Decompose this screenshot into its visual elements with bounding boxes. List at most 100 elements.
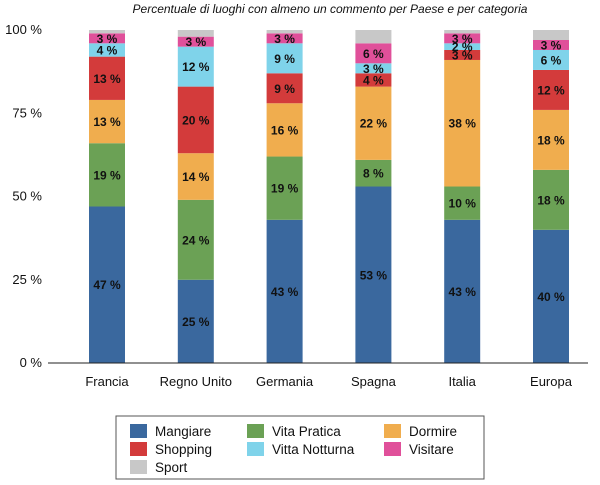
legend-label: Shopping (155, 442, 212, 457)
data-label: 53 % (360, 268, 388, 282)
bar-segment (444, 186, 481, 220)
bar-segment (355, 43, 392, 64)
chart-title: Percentuale di luoghi con almeno un comm… (133, 2, 528, 16)
data-label: 9 % (274, 52, 295, 66)
bar-group: 43 % 10 % 38 % 3 %2 %3 % (444, 30, 481, 363)
x-tick-label: Spagna (351, 374, 397, 389)
legend-label: Mangiare (155, 424, 211, 439)
bar-segment (177, 153, 214, 200)
legend: Mangiare Vita Pratica Dormire Shopping Vitta… (115, 415, 485, 480)
bar-segment (266, 30, 303, 34)
bar-segment (177, 86, 214, 154)
bar-segment (89, 43, 125, 57)
bar-segment (355, 30, 392, 44)
bar-group: 25 % 24 % 14 % 20 % 12 % 3 % (177, 30, 214, 363)
legend-swatch (384, 424, 401, 438)
data-label: 4 % (363, 73, 384, 87)
data-label: 14 % (182, 170, 210, 184)
data-label: 19 % (271, 182, 299, 196)
bar-segment (177, 36, 214, 47)
bar-segment (355, 86, 392, 160)
bars: 47 %19 %13 %13 %4 %3 %25 %24 %14 %20 %12… (89, 30, 569, 363)
y-tick-label: 100 % (5, 22, 42, 37)
bar-segment (89, 33, 125, 44)
legend-label: Vitta Notturna (272, 442, 355, 457)
y-axis-ticks: 0 % 25 % 50 % 75 % 100 % (5, 22, 42, 370)
x-tick-label: Germania (256, 374, 314, 389)
bar-segment (266, 73, 303, 104)
data-label: 9 % (274, 82, 295, 96)
bar-group: 53 % 8 % 22 % 4 %3 %6 % (355, 30, 392, 363)
y-tick-label: 25 % (12, 272, 42, 287)
bar-segment (89, 143, 125, 207)
data-label: 3 % (363, 62, 384, 76)
bar-segment (355, 73, 392, 87)
data-label: 13 % (93, 115, 121, 129)
x-axis-labels: Francia Regno Unito Germania Spagna Italia Eu… (85, 374, 572, 389)
data-label: 16 % (271, 123, 299, 137)
bar-segment (355, 159, 392, 187)
legend-swatch (247, 442, 264, 456)
bar-segment (533, 169, 569, 230)
legend-swatch (130, 424, 147, 438)
data-label: 13 % (93, 72, 121, 86)
bar-segment (533, 30, 569, 40)
bar-segment (177, 46, 214, 87)
data-label: 43 % (271, 285, 299, 299)
bar-segment (444, 30, 481, 34)
data-label: 19 % (93, 168, 121, 182)
bar-segment (533, 69, 569, 110)
bar-segment (533, 39, 569, 50)
bar-segment (355, 63, 392, 74)
bar-group: 40 % 18 % 18 % 12 % 6 %3 % (533, 30, 569, 363)
data-label: 18 % (537, 133, 565, 147)
data-label: 24 % (182, 233, 210, 247)
legend-swatch (130, 460, 147, 474)
bar-segment (89, 206, 125, 363)
bar-segment (89, 30, 125, 34)
data-label: 6 % (541, 53, 562, 67)
legend-label: Dormire (409, 424, 457, 439)
data-label: 4 % (97, 43, 118, 57)
y-tick-label: 75 % (12, 105, 42, 120)
data-label: 10 % (449, 197, 477, 211)
bar-segment (533, 49, 569, 70)
bar-segment (266, 33, 303, 44)
bar-segment (89, 56, 125, 100)
data-label: 3 % (541, 38, 562, 52)
data-label: 43 % (449, 285, 477, 299)
data-label: 40 % (537, 290, 565, 304)
y-tick-label: 50 % (12, 189, 42, 204)
bar-segment (444, 43, 481, 50)
legend-swatch (130, 442, 147, 456)
bar-segment (355, 186, 392, 363)
data-label: 20 % (182, 113, 210, 127)
bar-segment (177, 279, 214, 363)
legend-swatch (384, 442, 401, 456)
legend-swatch (247, 424, 264, 438)
bar-segment (89, 99, 125, 144)
data-label: 22 % (360, 117, 388, 131)
bar-group: 43 % 19 % 16 % 9 % 9 % 3 % (266, 30, 303, 363)
data-label: 3 % (452, 32, 473, 46)
data-label: 6 % (363, 47, 384, 61)
data-label: 2 % (452, 40, 473, 54)
data-label: 25 % (182, 315, 210, 329)
x-tick-label: Europa (530, 374, 573, 389)
data-label: 12 % (182, 60, 210, 74)
legend-label: Vita Pratica (272, 424, 341, 439)
data-label: 38 % (449, 117, 477, 131)
bar-segment (266, 43, 303, 74)
legend-frame (115, 415, 485, 480)
data-label: 3 % (185, 35, 206, 49)
data-label: 3 % (97, 32, 118, 46)
bar-segment (266, 219, 303, 363)
bar-group: 47 % 19 % 13 % 13 % 4 %3 % (89, 30, 125, 363)
data-label: 3 % (274, 32, 295, 46)
bar-segment (533, 109, 569, 170)
x-tick-label: Francia (85, 374, 129, 389)
x-tick-label: Italia (448, 374, 476, 389)
bar-segment (444, 59, 481, 187)
bar-segment (444, 33, 481, 44)
